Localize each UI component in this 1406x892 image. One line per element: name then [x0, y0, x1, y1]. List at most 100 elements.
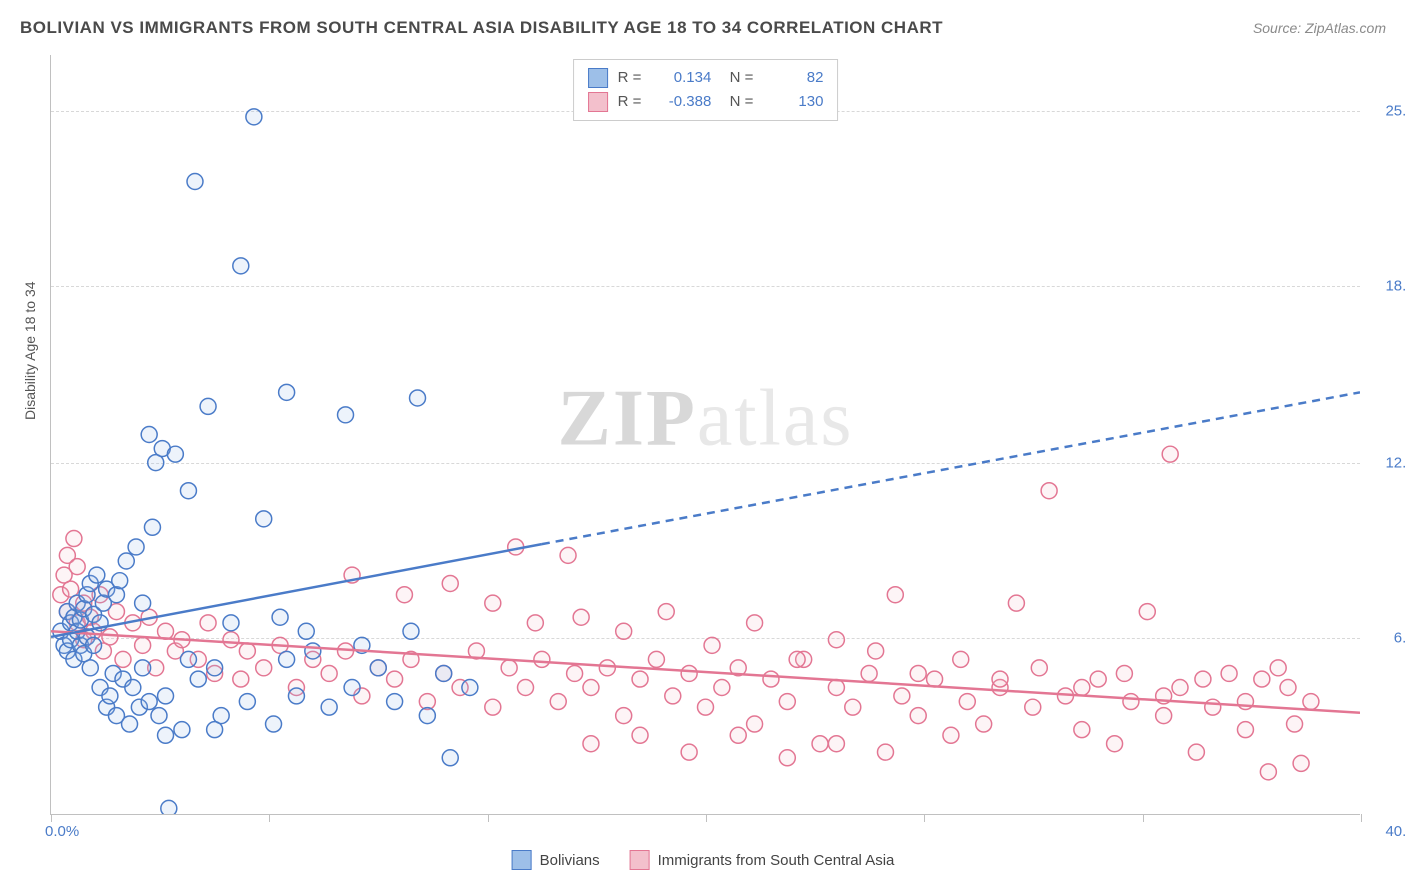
pink-series-point	[1195, 671, 1211, 687]
blue-series-point	[223, 615, 239, 631]
n-value: 82	[763, 66, 823, 90]
pink-series-point	[894, 688, 910, 704]
pink-series-point	[1041, 483, 1057, 499]
pink-series-point	[704, 637, 720, 653]
pink-series-point	[387, 671, 403, 687]
x-tick	[1143, 814, 1144, 822]
blue-series-point	[167, 446, 183, 462]
pink-series-point	[747, 716, 763, 732]
n-label: N =	[721, 66, 753, 90]
pink-series-point	[698, 699, 714, 715]
pink-series-point	[779, 694, 795, 710]
pink-series-point	[910, 708, 926, 724]
blue-series-point	[256, 511, 272, 527]
pink-series-point	[321, 665, 337, 681]
y-axis-label: Disability Age 18 to 34	[22, 281, 38, 420]
pink-series-point	[1303, 694, 1319, 710]
pink-series-point	[1008, 595, 1024, 611]
blue-series-point	[305, 643, 321, 659]
pink-series-point	[953, 651, 969, 667]
pink-series-point	[730, 727, 746, 743]
x-tick	[269, 814, 270, 822]
pink-series-point	[583, 680, 599, 696]
pink-series-point	[115, 651, 131, 667]
pink-series-point	[233, 671, 249, 687]
blue-series-point	[125, 680, 141, 696]
pink-series-point	[877, 744, 893, 760]
pink-series-point	[1188, 744, 1204, 760]
stats-row: R = 0.134 N = 82	[588, 66, 824, 90]
n-value: 130	[763, 90, 823, 114]
x-tick	[924, 814, 925, 822]
pink-series-point	[1280, 680, 1296, 696]
pink-series-point	[1107, 736, 1123, 752]
source-attribution: Source: ZipAtlas.com	[1253, 20, 1386, 36]
pink-series-point	[567, 665, 583, 681]
pink-series-point	[599, 660, 615, 676]
blue-series-point	[298, 623, 314, 639]
blue-series-point	[161, 800, 177, 814]
pink-series-point	[648, 651, 664, 667]
legend-item: Immigrants from South Central Asia	[630, 850, 895, 870]
blue-series-point	[442, 750, 458, 766]
pink-series-point	[1221, 665, 1237, 681]
pink-series-point	[828, 680, 844, 696]
pink-series-point	[1074, 680, 1090, 696]
y-tick-label: 6.3%	[1368, 629, 1406, 646]
blue-series-point	[86, 637, 102, 653]
pink-series-point	[1293, 755, 1309, 771]
pink-series-point	[223, 632, 239, 648]
pink-series-point	[573, 609, 589, 625]
pink-series-point	[763, 671, 779, 687]
blue-series-point	[410, 390, 426, 406]
blue-series-point	[102, 688, 118, 704]
pink-series-point	[583, 736, 599, 752]
x-tick	[488, 814, 489, 822]
chart-title: BOLIVIAN VS IMMIGRANTS FROM SOUTH CENTRA…	[20, 18, 943, 38]
pink-series-point	[1123, 694, 1139, 710]
pink-series-point	[828, 736, 844, 752]
pink-series-point	[485, 595, 501, 611]
blue-series-point	[200, 398, 216, 414]
legend-swatch	[512, 850, 532, 870]
pink-series-point	[681, 665, 697, 681]
correlation-stats-box: R = 0.134 N = 82R = -0.388 N = 130	[573, 59, 839, 121]
blue-series-point	[128, 539, 144, 555]
pink-series-point	[102, 629, 118, 645]
pink-series-point	[1254, 671, 1270, 687]
pink-series-point	[200, 615, 216, 631]
y-tick-label: 18.8%	[1368, 277, 1406, 294]
legend-label: Bolivians	[540, 852, 600, 869]
blue-series-point	[141, 427, 157, 443]
x-tick	[706, 814, 707, 822]
r-value: 0.134	[651, 66, 711, 90]
blue-series-point	[122, 716, 138, 732]
blue-series-point	[233, 258, 249, 274]
pink-series-point	[616, 708, 632, 724]
pink-series-point	[812, 736, 828, 752]
pink-series-point	[976, 716, 992, 732]
r-label: R =	[618, 66, 642, 90]
blue-series-point	[144, 519, 160, 535]
r-value: -0.388	[651, 90, 711, 114]
pink-series-point	[550, 694, 566, 710]
pink-series-point	[396, 587, 412, 603]
legend-label: Immigrants from South Central Asia	[658, 852, 895, 869]
pink-series-point	[861, 665, 877, 681]
stats-row: R =-0.388 N =130	[588, 90, 824, 114]
pink-series-point	[518, 680, 534, 696]
pink-series-point	[527, 615, 543, 631]
pink-series-point	[910, 665, 926, 681]
blue-series-point	[266, 716, 282, 732]
blue-series-point	[288, 688, 304, 704]
pink-series-point	[747, 615, 763, 631]
plot-area: ZIPatlas R =0.134 N =82R =-0.388 N =130 …	[50, 55, 1360, 815]
r-label: R =	[618, 90, 642, 114]
blue-series-point	[141, 694, 157, 710]
blue-series-point	[180, 651, 196, 667]
pink-series-point	[779, 750, 795, 766]
y-tick-label: 12.5%	[1368, 455, 1406, 472]
pink-series-point	[868, 643, 884, 659]
pink-series-point	[714, 680, 730, 696]
pink-series-point	[1270, 660, 1286, 676]
